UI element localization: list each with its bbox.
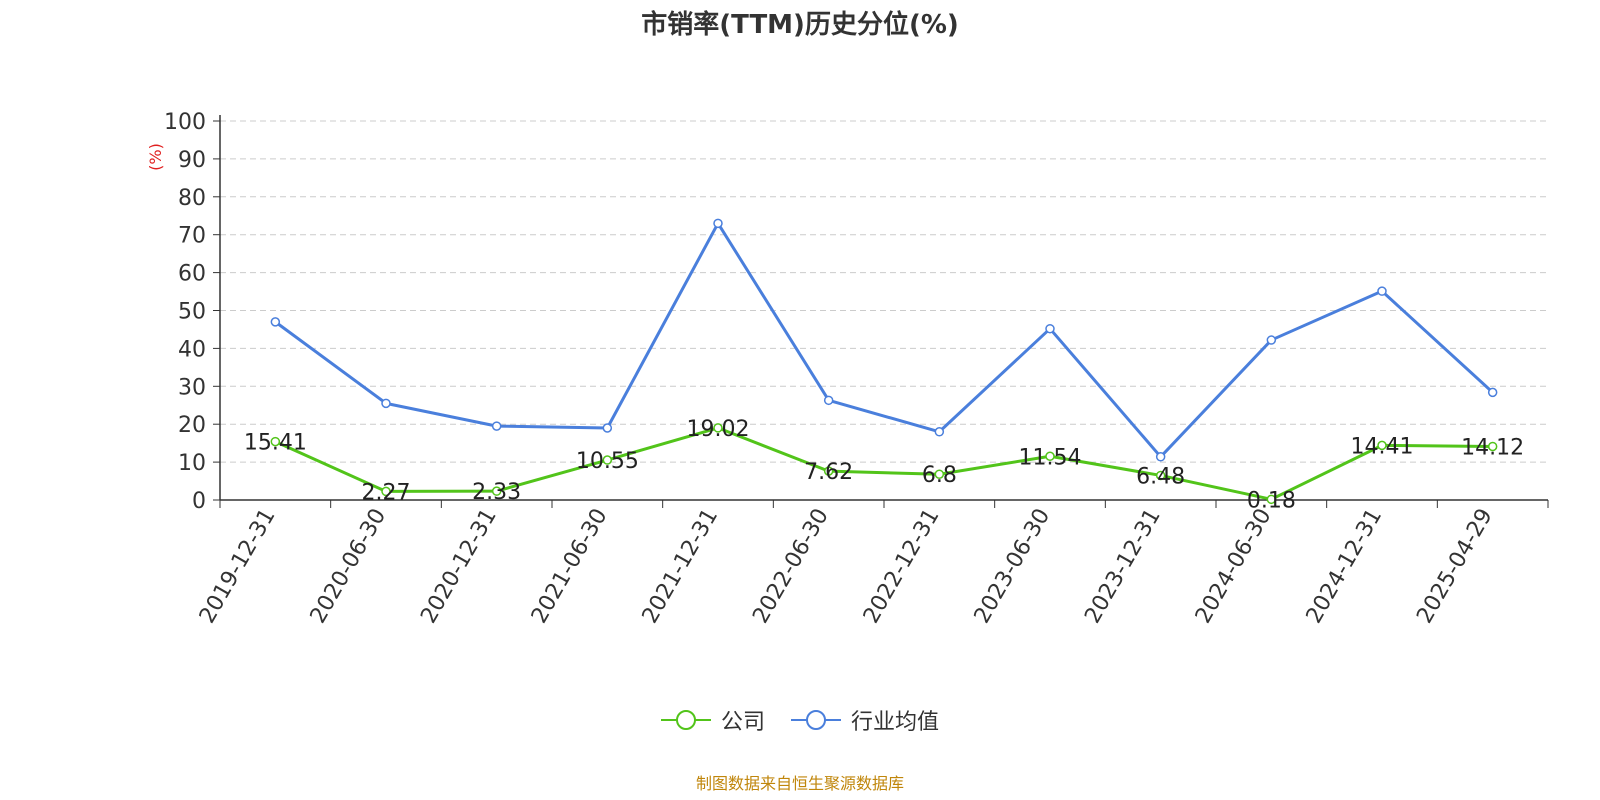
data-label: 19.02 <box>687 417 750 442</box>
y-tick-label: 20 <box>178 413 206 438</box>
legend-line-circle-icon <box>791 710 841 730</box>
data-point[interactable] <box>491 486 502 496</box>
legend-label: 行业均值 <box>851 710 940 735</box>
data-point[interactable] <box>1377 286 1387 296</box>
x-tick-label: 2023-12-31 <box>1080 505 1166 628</box>
data-label: 7.62 <box>804 460 853 485</box>
y-tick-label: 60 <box>178 262 206 287</box>
data-point[interactable] <box>491 421 502 431</box>
data-point[interactable] <box>713 423 723 433</box>
y-tick-label: 50 <box>178 300 206 325</box>
axes: 0 10 20 30 40 50 60 70 80 90 100 (%) 2019-12-31 2020-… <box>146 110 1549 628</box>
y-tick-label: 90 <box>178 148 206 173</box>
y-axis-label: (%) <box>146 143 165 171</box>
y-tick-label: 80 <box>178 186 206 211</box>
data-point[interactable] <box>1266 335 1277 345</box>
data-label: 15.41 <box>244 431 307 456</box>
data-labels: 15.41 2.27 2.33 10.55 19.02 7.62 6.8 11.54 6.48 0… <box>244 417 1524 513</box>
data-point[interactable] <box>1377 440 1387 451</box>
data-point[interactable] <box>713 218 723 229</box>
y-tick-label: 70 <box>178 224 206 249</box>
y-tick-label: 40 <box>178 337 206 362</box>
data-point[interactable] <box>1045 451 1055 462</box>
data-label: 10.55 <box>576 449 639 474</box>
x-tick-label: 2021-12-31 <box>638 505 724 628</box>
data-label: 2.27 <box>362 480 411 505</box>
data-label: 14.41 <box>1351 434 1414 459</box>
data-label: 6.48 <box>1136 464 1185 489</box>
data-label: 2.33 <box>472 480 521 505</box>
data-label: 0.18 <box>1247 488 1296 513</box>
x-tick-label: 2020-12-31 <box>416 505 502 628</box>
series <box>270 218 1498 505</box>
legend-label: 公司 <box>720 710 765 735</box>
legend-marker <box>806 710 826 730</box>
y-tick-label: 10 <box>178 451 206 476</box>
x-tick-label: 2025-04-29 <box>1412 505 1498 628</box>
data-point[interactable] <box>1487 387 1498 398</box>
data-point[interactable] <box>270 317 281 327</box>
legend-item-0[interactable]: 公司 <box>660 704 765 736</box>
x-tick-label: 2019-12-31 <box>195 505 281 628</box>
data-point[interactable] <box>270 436 281 447</box>
grid-lines <box>220 120 1548 463</box>
data-point[interactable] <box>381 486 391 497</box>
legend-marker <box>675 710 696 730</box>
x-tick-label: 2020-06-30 <box>306 505 392 628</box>
y-tick-label: 100 <box>164 110 206 135</box>
legend-line-circle-icon <box>660 710 711 730</box>
source-note: 制图数据来自恒生聚源数据库 <box>695 774 904 793</box>
data-point[interactable] <box>823 466 834 476</box>
series-line-0 <box>274 426 1493 501</box>
series-line-1 <box>274 221 1494 459</box>
data-point[interactable] <box>1155 470 1166 481</box>
x-tick-label: 2023-06-30 <box>970 505 1056 628</box>
x-tick-label: 2022-12-31 <box>859 505 945 628</box>
data-point[interactable] <box>1266 494 1277 505</box>
x-tick-label: 2021-06-30 <box>527 505 613 628</box>
data-label: 11.54 <box>1019 445 1082 470</box>
data-point[interactable] <box>1155 452 1166 462</box>
y-tick-label: 0 <box>192 489 206 514</box>
data-point[interactable] <box>934 469 945 479</box>
legend-item-1[interactable]: 行业均值 <box>791 704 939 736</box>
data-label: 14.12 <box>1461 435 1524 460</box>
data-point[interactable] <box>602 423 613 433</box>
data-point[interactable] <box>1487 441 1498 452</box>
y-tick-label: 30 <box>178 375 206 400</box>
data-point[interactable] <box>602 455 613 465</box>
data-point[interactable] <box>1045 323 1055 334</box>
data-label: 6.8 <box>922 463 957 488</box>
x-tick-label: 2024-12-31 <box>1302 505 1388 628</box>
legend: 公司 行业均值 <box>0 704 1600 736</box>
chart-title: 市销率(TTM)历史分位(%) <box>641 10 959 40</box>
x-tick-label: 2022-06-30 <box>748 505 834 628</box>
data-point[interactable] <box>823 395 834 406</box>
data-point[interactable] <box>381 398 391 409</box>
data-point[interactable] <box>934 427 945 437</box>
x-tick-label: 2024-06-30 <box>1191 505 1277 628</box>
